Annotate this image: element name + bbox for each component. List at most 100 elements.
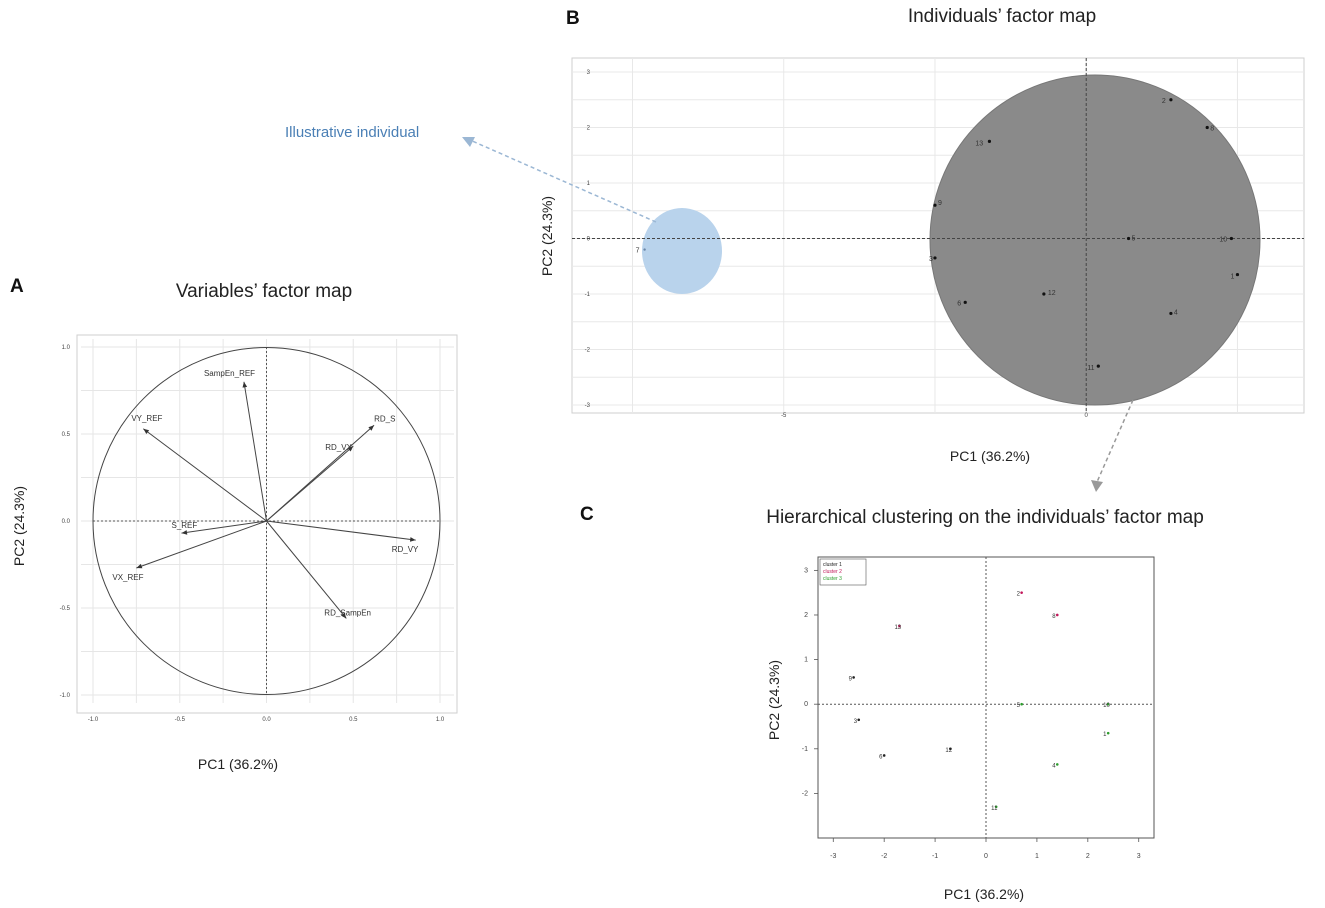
clustered-point-label: 12	[945, 748, 952, 754]
clustered-point	[1055, 763, 1059, 766]
legend-item-cluster-2: cluster 2	[823, 569, 842, 575]
clustered-point	[1020, 702, 1023, 706]
panel-a: A Variables’ factor map -1.0 -0.5 0.0 0.5 1.…	[10, 276, 458, 772]
y-tick-label: 2	[804, 612, 808, 619]
vector-arrow	[266, 520, 416, 541]
individual-label: 7	[636, 248, 640, 255]
individual-point	[933, 256, 937, 260]
panel-letter-a: A	[10, 276, 24, 297]
individual-point	[1126, 236, 1131, 241]
individual-label: 13	[975, 140, 983, 147]
individual-point	[1169, 311, 1173, 316]
x-tick-label: -3	[830, 853, 836, 860]
y-tick-label: 0	[587, 237, 591, 243]
individual-point	[1042, 292, 1046, 296]
vector-label: SampEn_REF	[204, 369, 255, 378]
individual-label: 12	[1048, 290, 1056, 297]
panel-b-points: 2 8 13 9 5 10 3 1 12 6 4 11 7	[636, 98, 1240, 372]
panel-letter-c: C	[580, 504, 594, 525]
vector-label: RD_S	[374, 414, 395, 423]
y-tick-label: 1	[587, 181, 591, 187]
individual-label: 10	[1219, 237, 1227, 244]
x-tick-label: 1	[1035, 853, 1039, 860]
individual-label: 11	[1087, 365, 1094, 372]
clustered-point-label: 2	[1017, 592, 1021, 598]
clustered-point	[857, 718, 861, 722]
vector-arrow-head	[409, 537, 416, 542]
y-tick-label: -0.5	[60, 606, 71, 612]
illustrative-individual-region	[642, 208, 722, 294]
clustered-point-label: 5	[1017, 703, 1021, 709]
vector-arrow	[181, 520, 267, 534]
vector-arrow-head	[136, 563, 143, 569]
vector-label: RD_VY	[392, 545, 419, 554]
y-tick-label: 0.0	[62, 519, 71, 525]
individual-point	[1205, 125, 1209, 130]
vector-label: RD_SampEn	[324, 608, 371, 617]
x-tick-label: 0.5	[349, 717, 358, 723]
clustered-point-label: 1	[1103, 732, 1107, 738]
individual-point	[1096, 364, 1100, 368]
illustrative-point	[643, 248, 646, 251]
y-tick-label: -1.0	[60, 693, 71, 699]
vector-arrow-head	[242, 381, 248, 388]
y-tick-label: 0.5	[62, 432, 71, 438]
x-tick-label: -1	[932, 853, 938, 860]
individual-point	[963, 300, 967, 304]
x-tick-label: -5	[781, 413, 787, 419]
panel-c-title: Hierarchical clustering on the individua…	[766, 507, 1204, 528]
vector-arrow-head	[368, 425, 375, 431]
clustered-point-label: 13	[894, 625, 901, 631]
vector-arrow-head	[181, 530, 188, 535]
clustered-point	[1055, 613, 1059, 617]
vector-label: VY_REF	[131, 414, 162, 423]
x-tick-label: 0	[1085, 413, 1089, 419]
correlation-circle	[92, 347, 441, 695]
y-tick-label: 2	[587, 126, 591, 132]
individual-label: 8	[1210, 126, 1214, 133]
vector-label: VX_REF	[112, 573, 143, 582]
individual-point	[1229, 236, 1234, 241]
panel-a-xlabel: PC1 (36.2%)	[198, 756, 278, 772]
clustered-point	[898, 624, 901, 628]
individual-label: 5	[1132, 236, 1136, 243]
individual-label: 6	[957, 300, 961, 307]
clustered-point-label: 8	[1052, 614, 1056, 620]
cluster-region	[929, 74, 1261, 406]
individual-point	[1235, 272, 1240, 277]
panel-b-ylabel: PC2 (24.3%)	[539, 196, 555, 276]
clustered-point-label: 4	[1052, 763, 1056, 769]
cluster-arrow-head	[1091, 480, 1103, 492]
vector-arrow-head	[347, 446, 354, 452]
individual-label: 3	[929, 256, 933, 263]
y-tick-label: 1.0	[62, 345, 71, 351]
panel-c-points: 2 8 13 9 3 6 12 5 10 1 4 11	[849, 591, 1111, 812]
cluster-arrow-line	[1096, 399, 1134, 483]
annotation-arrow-head	[462, 137, 475, 147]
y-tick-label: -2	[802, 790, 808, 797]
legend-item-cluster-3: cluster 3	[823, 576, 842, 582]
x-tick-label: -2	[881, 853, 887, 860]
panel-a-ticks: -1.0 -0.5 0.0 0.5 1.0 -1.0 -0.5 0.0 0.5 1.0	[60, 345, 445, 723]
panel-c-legend: cluster 1 cluster 2 cluster 3	[819, 558, 867, 586]
x-tick-label: 0	[984, 853, 988, 860]
clustered-point-label: 6	[879, 754, 883, 760]
vector-arrow-head	[143, 428, 150, 434]
clustered-point-label: 11	[991, 806, 998, 812]
x-tick-label: -1.0	[88, 717, 99, 723]
vector-arrow-head	[341, 612, 347, 619]
illustrative-individual-annotation: Illustrative individual	[285, 124, 419, 141]
y-tick-label: 3	[804, 567, 808, 574]
y-tick-label: -3	[585, 403, 591, 409]
y-tick-label: -1	[802, 746, 808, 753]
panel-a-ylabel: PC2 (24.3%)	[11, 486, 27, 566]
x-tick-label: 1.0	[436, 717, 445, 723]
vector-arrow	[143, 428, 267, 522]
y-tick-label: 3	[587, 70, 591, 76]
annotation-arrow-line	[469, 139, 657, 223]
legend-item-cluster-1: cluster 1	[823, 562, 842, 568]
